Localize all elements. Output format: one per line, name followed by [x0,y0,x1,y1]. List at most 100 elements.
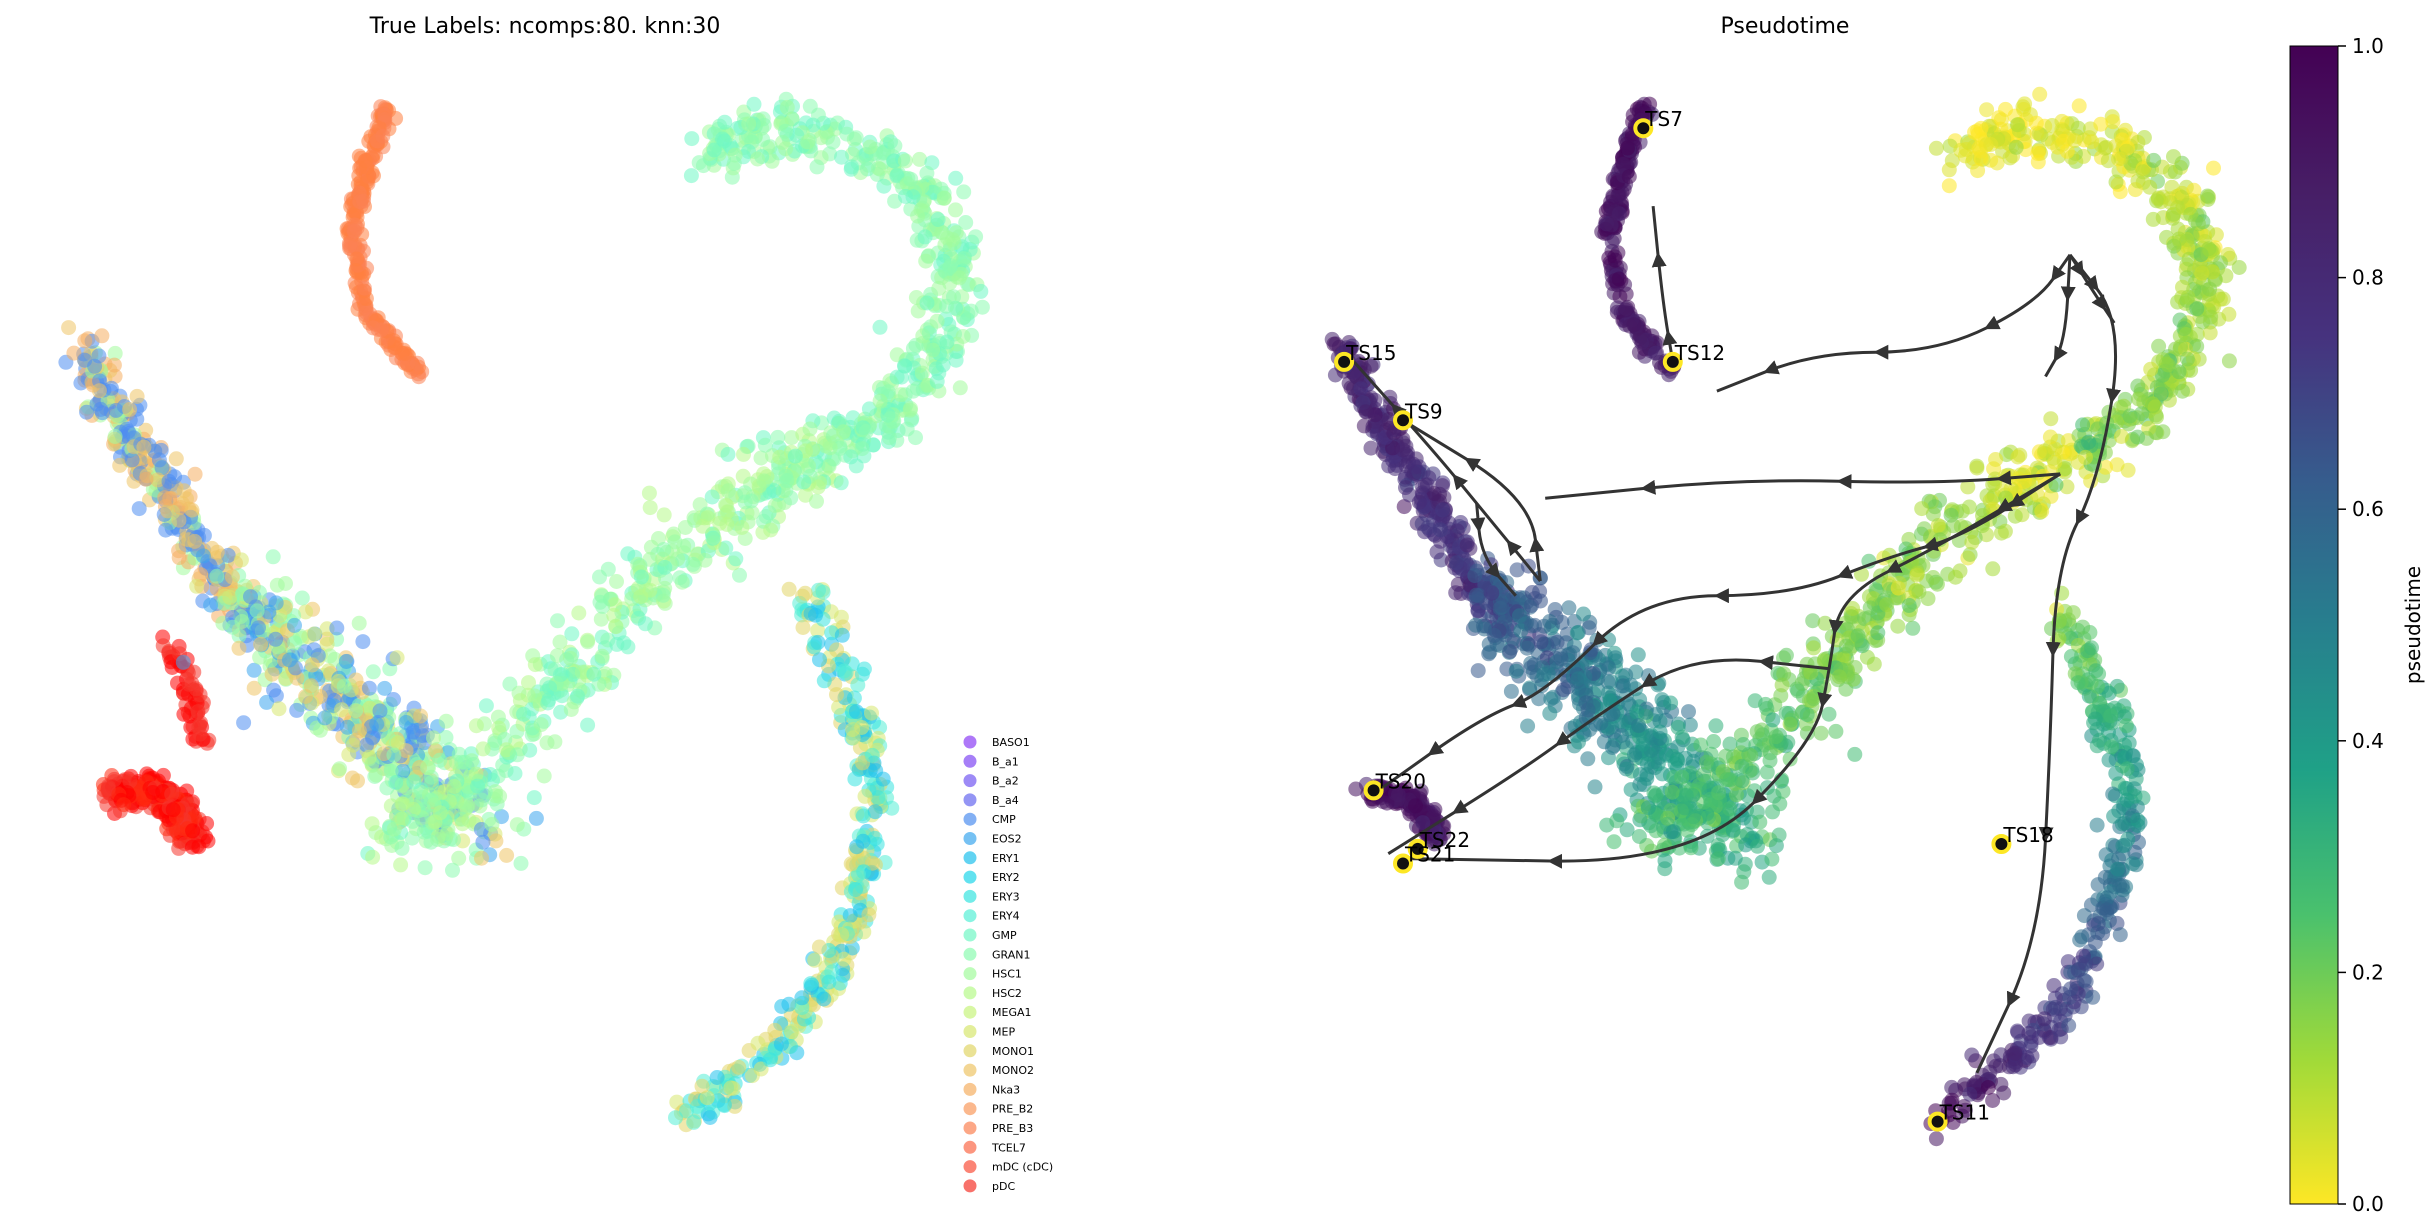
scatter-point [672,570,688,586]
legend-label: MEP [992,1026,1015,1039]
legend-label: pDC [992,1180,1015,1193]
scatter-point [702,1110,718,1125]
scatter-point [2178,327,2194,342]
scatter-point [746,96,762,112]
scatter-point [171,840,187,856]
scatter-point [281,652,297,668]
scatter-point [179,491,194,507]
scatter-point [502,676,518,692]
legend-marker [963,947,977,961]
scatter-point [521,675,536,691]
scatter-point [1964,1047,1980,1063]
scatter-point [2160,357,2176,373]
scatter-point [719,498,735,514]
legend-marker [963,774,977,788]
scatter-point [542,680,557,696]
legend-label: GRAN1 [992,948,1030,961]
scatter-point [175,654,191,670]
scatter-point [1708,718,1724,734]
scatter-point [533,717,549,733]
scatter-point [734,520,750,535]
scatter-point [829,687,844,703]
scatter-point [1862,600,1878,616]
scatter-point [1611,271,1627,287]
scatter-point [753,450,769,466]
scatter-point [897,153,913,169]
scatter-point [925,342,941,358]
scatter-point [756,473,772,489]
scatter-point [332,761,348,777]
scatter-point [294,590,310,606]
scatter-point [773,1036,789,1052]
scatter-point [811,939,827,955]
scatter-point [1764,851,1780,867]
scatter-point [816,991,832,1007]
scatter-point [167,469,183,485]
scatter-point [720,446,736,462]
scatter-point [833,475,849,491]
scatter-point [129,388,145,404]
scatter-point [1722,772,1738,788]
scatter-point [1543,691,1559,707]
scatter-point [803,976,819,992]
scatter-point [364,816,380,832]
scatter-point [1657,853,1673,869]
scatter-point [1805,613,1821,629]
scatter-point [405,813,421,829]
scatter-point [2081,434,2097,450]
scatter-point [1998,468,2013,484]
scatter-point [728,551,744,567]
scatter-point [1519,640,1535,656]
scatter-point [854,441,870,457]
scatter-point [2174,189,2190,205]
scatter-point [905,383,921,399]
scatter-point [2192,261,2207,277]
legend-marker [963,851,977,865]
scatter-point [2205,264,2220,280]
scatter-point [536,768,552,784]
scatter-point [914,365,930,381]
scatter-point [490,709,506,725]
scatter-point [474,850,489,866]
legend-marker [963,1025,977,1038]
left-panel-title: True Labels: ncomps:80. knn:30 [369,14,721,39]
scatter-point [800,134,816,150]
scatter-point [393,857,409,873]
scatter-point [850,677,866,693]
scatter-point [631,610,646,626]
scatter-point [717,114,733,130]
scatter-point [512,693,528,709]
scatter-point [889,168,905,184]
scatter-point [1745,765,1761,781]
scatter-point [1997,523,2013,539]
scatter-point [2165,210,2181,226]
scatter-point [2067,133,2083,149]
scatter-point [319,636,335,652]
scatter-point [1583,642,1599,658]
scatter-point [278,576,293,591]
scatter-point [694,1078,710,1094]
legend-marker [963,1140,977,1154]
scatter-point [151,452,167,468]
scatter-point [426,730,441,746]
scatter-point [268,631,284,647]
scatter-point [164,786,180,802]
legend-marker [963,754,977,768]
scatter-point [317,710,333,726]
scatter-point [131,501,147,517]
scatter-point [1969,460,1985,476]
scatter-point [2130,378,2146,394]
scatter-point [1914,501,1930,517]
legend-label: PRE_B3 [992,1122,1033,1135]
scatter-point [935,357,951,373]
scatter-point [677,520,693,535]
scatter-point [150,472,166,488]
scatter-point [767,1022,783,1038]
scatter-point [446,779,462,794]
scatter-point [2146,152,2162,168]
scatter-point [549,648,565,664]
scatter-point [2171,231,2187,247]
scatter-point [1983,137,1999,152]
scatter-point [233,552,249,568]
scatter-point [145,785,161,800]
